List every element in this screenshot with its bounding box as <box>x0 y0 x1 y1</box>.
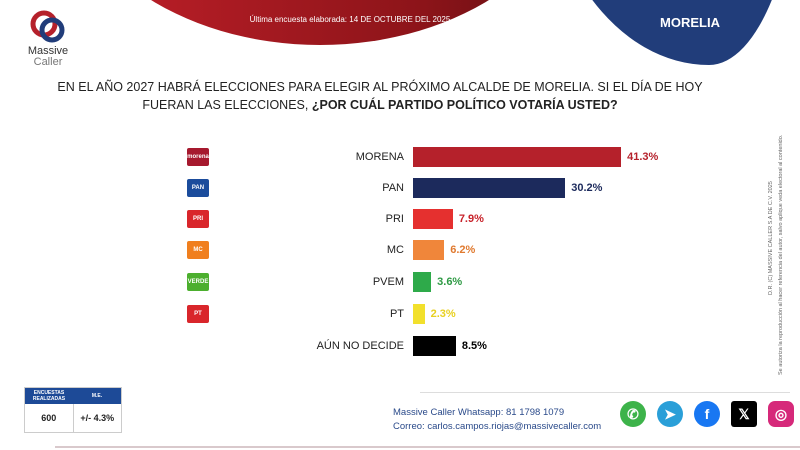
party-logo-pt: PT <box>187 305 209 323</box>
party-logo-mc: MC <box>187 241 209 259</box>
social-icons: ✆ ➤ f 𝕏 ◎ <box>620 401 794 427</box>
data-label: 6.2% <box>450 244 476 256</box>
category-label: MORENA <box>355 151 404 163</box>
question-text: EN EL AÑO 2027 HABRÁ ELECCIONES PARA ELE… <box>57 80 703 112</box>
reproduction-note: Se autoriza la reproducción al hacer ref… <box>778 134 784 375</box>
bar-row: PAN PAN 30.2% <box>0 177 740 199</box>
data-label: 7.9% <box>458 213 484 225</box>
whatsapp-label: Massive Caller Whatsapp: <box>393 407 506 418</box>
bar-row: morena MORENA 41.3% <box>0 146 740 168</box>
x-icon[interactable]: 𝕏 <box>731 401 757 427</box>
facebook-icon[interactable]: f <box>694 401 720 427</box>
bar <box>413 178 566 198</box>
party-logo-pan: PAN <box>187 179 209 197</box>
data-label: 30.2% <box>571 182 603 194</box>
bar <box>413 240 445 260</box>
copyright-side: D.R. (C) MASSIVE CALLER S.A DE C.V. 2025… <box>762 125 792 375</box>
bottom-divider <box>55 446 800 448</box>
stats-header-surveys: ENCUESTAS REALIZADAS <box>32 390 66 402</box>
contact-info: Massive Caller Whatsapp: 81 1798 1079 Co… <box>393 406 601 434</box>
bar <box>413 336 456 356</box>
category-label: MC <box>386 244 404 256</box>
question: EN EL AÑO 2027 HABRÁ ELECCIONES PARA ELE… <box>40 78 720 114</box>
bar <box>413 147 622 167</box>
email-label: Correo: <box>393 421 428 432</box>
header-blue-band <box>540 0 800 65</box>
bar <box>413 272 432 292</box>
bar-row: AÚN NO DECIDE 8.5% <box>0 335 740 357</box>
bar-row: MC MC 6.2% <box>0 239 740 261</box>
copyright-text: D.R. (C) MASSIVE CALLER S.A DE C.V. 2025 <box>768 181 774 295</box>
bar-row: VERDE PVEM 3.6% <box>0 271 740 293</box>
category-label: PRI <box>385 213 404 225</box>
bar <box>413 304 425 324</box>
category-label: PT <box>389 308 404 320</box>
telegram-icon[interactable]: ➤ <box>657 401 683 427</box>
data-label: 2.3% <box>430 308 456 320</box>
category-label: PVEM <box>372 276 404 288</box>
bar-row: PT PT 2.3% <box>0 303 740 325</box>
bar <box>413 209 453 229</box>
stats-table: ENCUESTAS REALIZADAS M.E. 600 +/- 4.3% <box>24 387 122 433</box>
massive-caller-logo: Massive Caller <box>18 8 78 68</box>
whatsapp-icon[interactable]: ✆ <box>620 401 646 427</box>
data-label: 3.6% <box>437 276 463 288</box>
bar-row: PRI PRI 7.9% <box>0 208 740 230</box>
party-logo-pri: PRI <box>187 210 209 228</box>
whatsapp-number[interactable]: 81 1798 1079 <box>505 407 565 418</box>
city-title: MORELIA <box>660 15 720 30</box>
email-link[interactable]: carlos.campos.riojas@massivecaller.com <box>427 421 602 432</box>
instagram-icon[interactable]: ◎ <box>768 401 794 427</box>
party-logo-pvem: VERDE <box>187 273 209 291</box>
logo-text-1: Massive <box>27 45 69 57</box>
stats-surveys-value: 600 <box>25 404 74 432</box>
stats-header-me: M.E. <box>91 393 103 399</box>
divider <box>420 392 790 393</box>
category-label: PAN <box>382 182 404 194</box>
survey-date: Última encuesta elaborada: 14 DE OCTUBRE… <box>249 15 451 24</box>
category-label: AÚN NO DECIDE <box>316 340 404 352</box>
logo-text-2: Caller <box>33 56 63 68</box>
stats-me-value: +/- 4.3% <box>80 413 115 423</box>
party-logo-morena: morena <box>187 148 209 166</box>
question-bold: ¿POR CUÁL PARTIDO POLÍTICO VOTARÍA USTED… <box>311 98 618 112</box>
logo-mark-icon <box>28 8 68 46</box>
data-label: 41.3% <box>627 151 659 163</box>
data-label: 8.5% <box>461 340 487 352</box>
